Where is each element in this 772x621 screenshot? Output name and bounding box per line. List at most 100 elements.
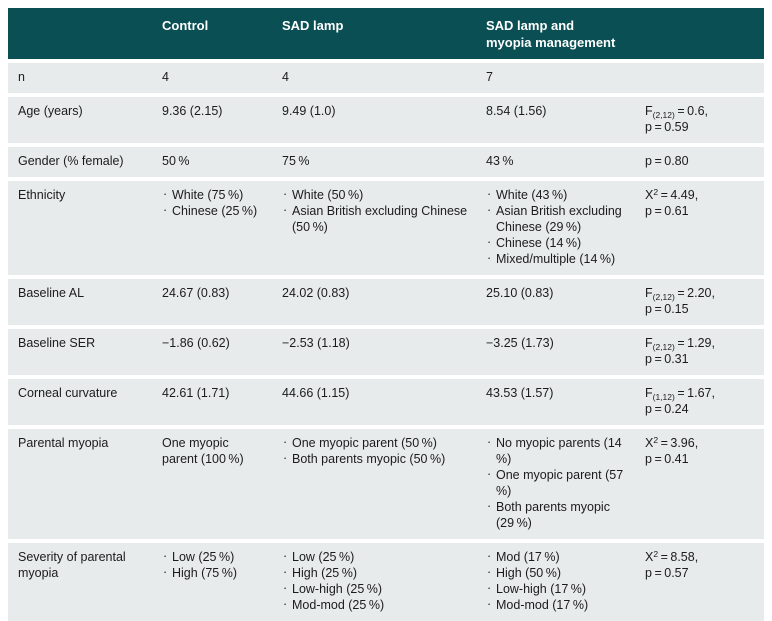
cell-line: 7 — [486, 70, 493, 84]
bullet-icon: · — [283, 581, 288, 595]
value-cell-sad-lamp-mm: −3.25 (1.73) — [476, 329, 635, 375]
value-cell-sad-lamp-mm: 8.54 (1.56) — [476, 97, 635, 143]
stat-cell: F(1,12) = 1.67, p = 0.24 — [635, 379, 764, 425]
bullet-icon: · — [487, 467, 492, 481]
bullet-icon: · — [283, 203, 288, 217]
bullet-icon: · — [283, 597, 288, 611]
cell-line: p = 0.61 — [645, 204, 689, 218]
value-cell-sad-lamp-mm: 43 % — [476, 147, 635, 177]
row-label: Gender (% female) — [8, 147, 152, 177]
bulleted-item: · Mixed/multiple (14 %) — [487, 251, 616, 266]
value-cell-sad-lamp: · Low (25 %) · High (25 %) · Low-high (25 %) ·… — [272, 543, 476, 621]
bullet-icon: · — [487, 581, 492, 595]
cell-line: F(2,12) = 1.29, — [645, 336, 715, 352]
row-label: Baseline SER — [8, 329, 152, 375]
value-cell-sad-lamp-mm: · White (43 %) · Asian British excluding Ch… — [476, 181, 635, 275]
bullet-icon: · — [487, 597, 492, 611]
bulleted-item: · Low-high (17 %) — [487, 581, 587, 596]
table-row: Baseline AL 24.67 (0.83) 24.02 (0.83) 25.10… — [8, 279, 764, 325]
cell-line: Age (years) — [18, 104, 83, 118]
stat-cell: X2 = 8.58, p = 0.57 — [635, 543, 764, 621]
value-cell-sad-lamp: 75 % — [272, 147, 476, 177]
row-label: n — [8, 63, 152, 93]
bullet-icon: · — [487, 251, 492, 265]
cell-line: F(2,12) = 2.20, — [645, 286, 715, 302]
bulleted-item: · High (75 %) — [163, 565, 238, 580]
cell-line: X2 = 3.96, — [645, 435, 699, 450]
cell-line: p = 0.41 — [645, 452, 689, 466]
value-cell-sad-lamp-mm: 25.10 (0.83) — [476, 279, 635, 325]
value-cell-sad-lamp: −2.53 (1.18) — [272, 329, 476, 375]
bulleted-item: · Chinese (25 %) — [163, 203, 258, 218]
bulleted-item: · Both parents myopic (50 %) — [283, 451, 446, 466]
value-cell-control: 24.67 (0.83) — [152, 279, 272, 325]
cell-line: Gender (% female) — [18, 154, 124, 168]
table-row: Age (years) 9.36 (2.15) 9.49 (1.0) 8.54 (1.… — [8, 97, 764, 143]
value-cell-sad-lamp-mm: · No myopic parents (14 %) · One myopic par… — [476, 429, 635, 539]
bulleted-item: · White (43 %) — [487, 187, 568, 202]
row-label: Parental myopia — [8, 429, 152, 539]
table-row: Baseline SER −1.86 (0.62) −2.53 (1.18) −3.2… — [8, 329, 764, 375]
cell-line: Baseline AL — [18, 286, 85, 300]
table-row: Parental myopia One myopic parent (100 %)… — [8, 429, 764, 539]
cell-line: 50 % — [162, 154, 190, 168]
row-label: Corneal curvature — [8, 379, 152, 425]
bullet-icon: · — [163, 203, 168, 217]
bullet-icon: · — [487, 435, 492, 449]
table-row: Ethnicity · White (75 %) · Chinese (25 %) · Wh… — [8, 181, 764, 275]
stat-cell: F(2,12) = 2.20, p = 0.15 — [635, 279, 764, 325]
value-cell-control: 42.61 (1.71) — [152, 379, 272, 425]
stat-cell: F(2,12) = 0.6, p = 0.59 — [635, 97, 764, 143]
bulleted-item: · Asian British excluding Chinese (50 %) — [283, 203, 468, 234]
stat-cell — [635, 63, 764, 93]
row-label: Age (years) — [8, 97, 152, 143]
value-cell-sad-lamp: 44.66 (1.15) — [272, 379, 476, 425]
bullet-icon: · — [163, 565, 168, 579]
cell-line: X2 = 4.49, — [645, 187, 699, 202]
table-body: n 4 4 7 Age (years) 9.36 (2.15) 9.49 (1.0) 8.54… — [8, 63, 764, 621]
value-cell-control: 4 — [152, 63, 272, 93]
bullet-icon: · — [487, 565, 492, 579]
bulleted-item: · White (75 %) — [163, 187, 244, 202]
cell-line: 25.10 (0.83) — [486, 286, 554, 300]
cell-line: p = 0.31 — [645, 352, 689, 366]
value-cell-sad-lamp-mm: 7 — [476, 63, 635, 93]
bulleted-item: · High (50 %) — [487, 565, 562, 580]
cell-line: Ethnicity — [18, 188, 66, 202]
cell-line: p = 0.80 — [645, 154, 689, 168]
stat-cell: X2 = 3.96, p = 0.41 — [635, 429, 764, 539]
value-cell-control: · Low (25 %) · High (75 %) — [152, 543, 272, 621]
cell-line: Parental myopia — [18, 436, 109, 450]
cell-line: p = 0.24 — [645, 402, 689, 416]
cell-line: Severity of parental myopia — [18, 550, 126, 580]
bullet-icon: · — [283, 435, 288, 449]
bulleted-item: · Mod-mod (17 %) — [487, 597, 589, 612]
value-cell-sad-lamp: · One myopic parent (50 %) · Both parents m… — [272, 429, 476, 539]
bulleted-item: · Low (25 %) — [163, 549, 235, 564]
bulleted-item: · High (25 %) — [283, 565, 358, 580]
bulleted-item: · One myopic parent (57 %) — [487, 467, 626, 498]
bulleted-item: · White (50 %) — [283, 187, 364, 202]
stat-cell: X2 = 4.49, p = 0.61 — [635, 181, 764, 275]
cell-line: X2 = 8.58, — [645, 549, 699, 564]
value-cell-sad-lamp: 24.02 (0.83) — [272, 279, 476, 325]
bullet-icon: · — [283, 451, 288, 465]
demographics-table: Control SAD lamp SAD lamp and myopia man… — [8, 8, 764, 621]
cell-line: 4 — [162, 70, 169, 84]
header-control: Control — [162, 18, 209, 33]
cell-line: 9.49 (1.0) — [282, 104, 336, 118]
value-cell-control: · White (75 %) · Chinese (25 %) — [152, 181, 272, 275]
bullet-icon: · — [487, 499, 492, 513]
bullet-icon: · — [487, 235, 492, 249]
cell-line: Corneal curvature — [18, 386, 118, 400]
cell-line: −3.25 (1.73) — [486, 336, 554, 350]
cell-line: 43 % — [486, 154, 514, 168]
row-label: Ethnicity — [8, 181, 152, 275]
header-sad-lamp: SAD lamp — [282, 18, 344, 33]
bulleted-item: · Asian British excluding Chinese (29 %) — [487, 203, 622, 234]
cell-line: 24.67 (0.83) — [162, 286, 230, 300]
cell-line: 44.66 (1.15) — [282, 386, 350, 400]
value-cell-sad-lamp: · White (50 %) · Asian British excluding Ch… — [272, 181, 476, 275]
value-cell-control: One myopic parent (100 %) — [152, 429, 272, 539]
cell-line: n — [18, 70, 25, 84]
